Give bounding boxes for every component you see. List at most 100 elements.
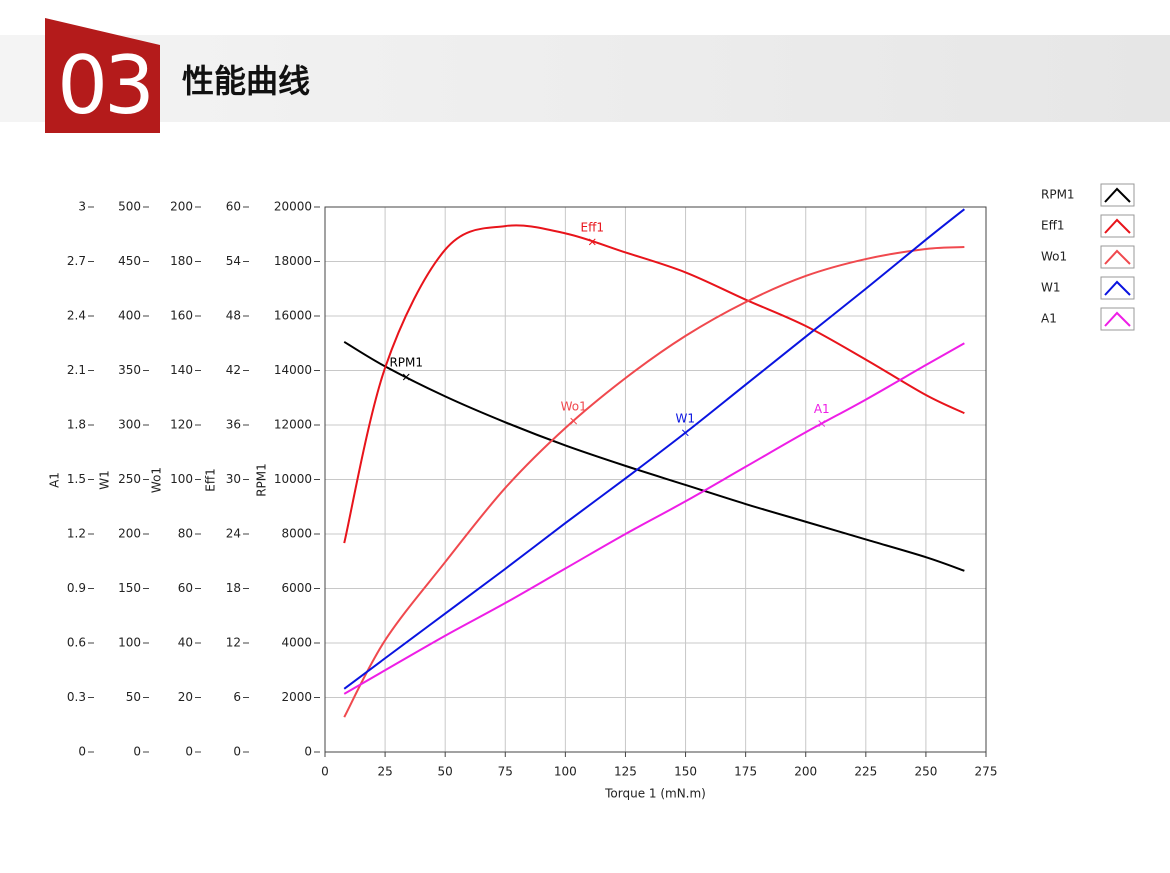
legend-swatch [1104, 249, 1131, 265]
y-tick-label: 0.9 [67, 581, 86, 595]
series-line [343, 224, 965, 544]
y-tick-label: 100 [170, 472, 193, 486]
legend-label: W1 [1041, 281, 1061, 295]
y-tick-label: 16000 [274, 309, 312, 323]
series-line [343, 341, 965, 572]
x-tick-label: 275 [975, 765, 998, 779]
y-tick-label: 12000 [274, 418, 312, 432]
legend-box [1100, 214, 1135, 238]
y-tick-label: 0 [233, 745, 241, 759]
y-tick-label: 18 [226, 581, 241, 595]
y-tick-label: 60 [178, 581, 193, 595]
y-tick-label: 0 [133, 745, 141, 759]
y-tick-label: 36 [226, 418, 241, 432]
legend-swatch [1104, 280, 1131, 296]
y-tick-label: 6000 [281, 581, 312, 595]
x-axis-label: Torque 1 (mN.m) [604, 787, 706, 801]
y-tick-label: 24 [226, 527, 241, 541]
y-tick-label: 1.8 [67, 418, 86, 432]
y-tick-label: 100 [118, 636, 141, 650]
legend-box [1100, 276, 1135, 300]
cursor-marker [570, 417, 578, 425]
y-tick-label: 140 [170, 363, 193, 377]
y-tick-label: 12 [226, 636, 241, 650]
series-line [343, 342, 965, 695]
series-label: W1 [676, 411, 696, 425]
y-tick-label: 4000 [281, 636, 312, 650]
y-tick-label: 40 [178, 636, 193, 650]
y-tick-label: 2000 [281, 690, 312, 704]
y-tick-label: 150 [118, 581, 141, 595]
legend-box [1100, 183, 1135, 207]
y-tick-label: 160 [170, 309, 193, 323]
y-tick-label: 1.5 [67, 472, 86, 486]
y-axis-label: W1 [98, 470, 112, 490]
plot-border [324, 206, 987, 753]
series-label: A1 [814, 402, 830, 416]
x-tick-label: 125 [614, 765, 637, 779]
legend-box [1100, 245, 1135, 269]
x-tick-label: 250 [914, 765, 937, 779]
cursor-marker [402, 373, 410, 381]
y-tick-label: 6 [233, 690, 241, 704]
series-label: RPM1 [389, 355, 423, 369]
legend-label: Eff1 [1041, 219, 1064, 233]
y-tick-label: 30 [226, 472, 241, 486]
y-tick-label: 300 [118, 418, 141, 432]
cursor-marker [588, 238, 596, 246]
y-axis-label: RPM1 [255, 463, 269, 497]
y-tick-label: 200 [170, 200, 193, 214]
y-tick-label: 0 [185, 745, 193, 759]
legend-label: Wo1 [1041, 250, 1067, 264]
y-tick-label: 0 [78, 745, 86, 759]
x-tick-label: 200 [794, 765, 817, 779]
y-tick-label: 10000 [274, 472, 312, 486]
legend-swatch [1104, 187, 1131, 203]
section-number: 03 [57, 39, 151, 132]
y-tick-label: 48 [226, 309, 241, 323]
y-tick-label: 2.1 [67, 363, 86, 377]
x-tick-label: 25 [377, 765, 392, 779]
x-tick-label: 75 [498, 765, 513, 779]
y-axis-label: Eff1 [204, 468, 218, 491]
y-tick-label: 20 [178, 690, 193, 704]
header-badge [45, 18, 160, 133]
legend-label: A1 [1041, 312, 1057, 326]
y-tick-label: 120 [170, 418, 193, 432]
y-tick-label: 18000 [274, 254, 312, 268]
header-band [0, 35, 1170, 122]
y-tick-label: 200 [118, 527, 141, 541]
y-tick-label: 20000 [274, 200, 312, 214]
y-tick-label: 0.6 [67, 636, 86, 650]
series-line [343, 246, 965, 718]
y-tick-label: 0 [304, 745, 312, 759]
legend-swatch [1104, 218, 1131, 234]
legend-swatch [1104, 311, 1131, 327]
y-tick-label: 0.3 [67, 690, 86, 704]
x-tick-label: 100 [554, 765, 577, 779]
y-axis-label: A1 [48, 472, 62, 488]
legend-box [1100, 307, 1135, 331]
cursor-marker [681, 429, 689, 437]
x-tick-label: 175 [734, 765, 757, 779]
x-tick-label: 0 [321, 765, 329, 779]
y-tick-label: 54 [226, 254, 241, 268]
y-tick-label: 350 [118, 363, 141, 377]
y-tick-label: 60 [226, 200, 241, 214]
y-tick-label: 400 [118, 309, 141, 323]
y-tick-label: 180 [170, 254, 193, 268]
y-tick-label: 2.7 [67, 254, 86, 268]
x-tick-label: 50 [438, 765, 453, 779]
x-tick-label: 150 [674, 765, 697, 779]
cursor-marker [818, 420, 826, 427]
y-axis-label: Wo1 [150, 467, 164, 493]
legend-label: RPM1 [1041, 188, 1075, 202]
y-tick-label: 500 [118, 200, 141, 214]
y-tick-label: 2.4 [67, 309, 86, 323]
y-tick-label: 14000 [274, 363, 312, 377]
x-tick-label: 225 [854, 765, 877, 779]
y-tick-label: 3 [78, 200, 86, 214]
series-line [343, 208, 965, 690]
